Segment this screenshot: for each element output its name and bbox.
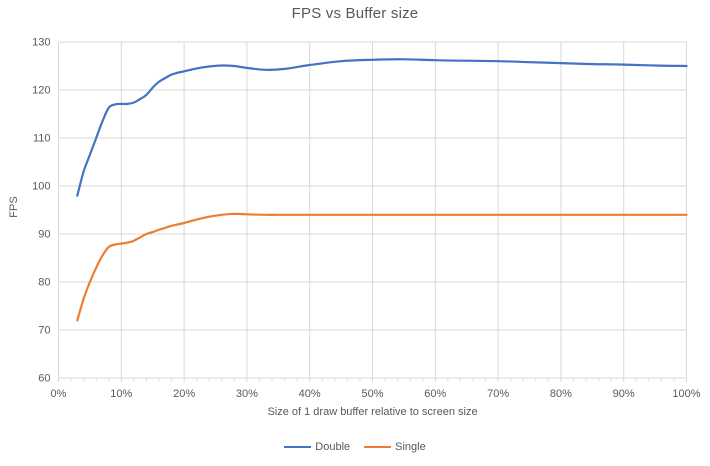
legend-item-single: Single <box>364 441 426 453</box>
chart-title: FPS vs Buffer size <box>291 5 419 22</box>
y-tick-label: 80 <box>38 277 50 289</box>
x-axis-title: Size of 1 draw buffer relative to screen… <box>267 406 478 418</box>
legend-swatch-double <box>284 446 312 448</box>
x-tick-label: 30% <box>236 388 258 400</box>
x-tick-label: 50% <box>361 388 383 400</box>
y-tick-label: 70 <box>38 325 50 337</box>
x-tick-label: 100% <box>672 388 700 400</box>
y-tick-label: 90 <box>38 229 50 241</box>
x-tick-label: 70% <box>487 388 509 400</box>
legend-swatch-single <box>364 446 392 448</box>
x-tick-label: 40% <box>299 388 321 400</box>
x-tick-label: 0% <box>51 388 67 400</box>
y-tick-label: 130 <box>32 37 50 49</box>
y-tick-label: 120 <box>32 85 50 97</box>
y-tick-label: 110 <box>33 133 51 145</box>
x-tick-label: 80% <box>550 388 572 400</box>
x-tick-label: 10% <box>110 388 132 400</box>
series-line-single <box>76 212 688 322</box>
x-tick-label: 90% <box>613 388 635 400</box>
x-tick-label: 20% <box>173 388 195 400</box>
legend-item-double: Double <box>284 441 350 453</box>
legend: Double Single <box>0 441 710 453</box>
series-line-double <box>76 58 688 197</box>
x-tick-label: 60% <box>424 388 446 400</box>
legend-label-double: Double <box>315 441 351 453</box>
legend-label-single: Single <box>395 441 426 453</box>
y-tick-label: 100 <box>32 181 50 193</box>
y-tick-label: 60 <box>38 373 50 385</box>
